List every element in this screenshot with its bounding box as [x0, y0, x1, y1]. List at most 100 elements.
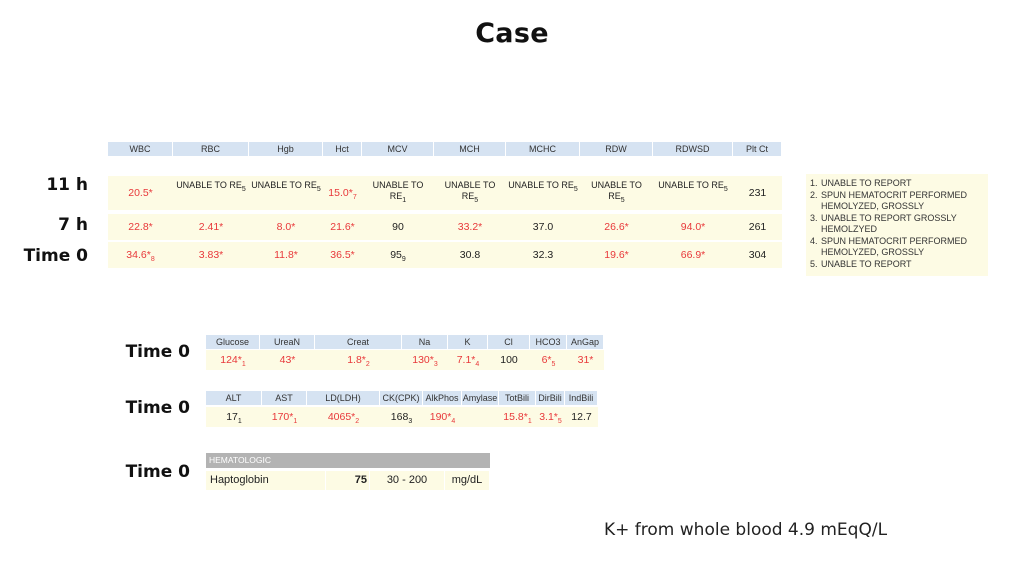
cell-footnote-ref: 4 [475, 361, 480, 368]
cell-value: 959 [390, 249, 406, 263]
cell-value: 94.0* [681, 221, 706, 233]
column-header: MCH [434, 142, 505, 156]
table-cell: 231 [733, 176, 782, 210]
cell-text: 3.83* [198, 249, 224, 261]
cell-value: UNABLE TO RE5 [251, 180, 321, 195]
footnote-text: UNABLE TO REPORT [821, 178, 912, 188]
footnote-item: 5. UNABLE TO REPORT [810, 259, 984, 271]
cell-value: 66.9* [681, 249, 706, 261]
footnote-item: 4. SPUN HEMATOCRIT PERFORMED HEMOLYZED, G… [810, 236, 984, 259]
cell-value: 190*4 [430, 411, 456, 425]
cell-text: 90 [392, 221, 404, 233]
cell-text: 20.5* [128, 187, 153, 199]
table-cell [462, 407, 499, 427]
cell-text: 6* [541, 354, 552, 366]
cell-text: UNABLE TO RE [176, 180, 242, 190]
cell-text: 15.0* [328, 187, 353, 199]
row-label: 11 h [46, 175, 88, 195]
cell-value: 8.0* [277, 221, 296, 233]
cell-text: 130* [412, 354, 434, 366]
row-label: Time 0 [125, 342, 190, 362]
cell-value: 3.1*5 [539, 411, 562, 425]
row-label: Time 0 [23, 246, 88, 266]
cell-text: 22.8* [128, 221, 153, 233]
cell-value: 21.6* [330, 221, 355, 233]
cell-text: 3.1* [539, 411, 558, 423]
table-cell: 32.3 [506, 242, 580, 268]
table-cell: 31* [567, 350, 604, 370]
cell-value: 1683 [391, 411, 412, 425]
column-header: K [448, 335, 487, 349]
table-cell: UNABLE TO RE1 [362, 176, 434, 210]
footnote-text: UNABLE TO REPORT GROSSLY HEMOLZYED [821, 212, 957, 235]
column-header: Glucose [206, 335, 259, 349]
table-cell: 21.6* [323, 214, 362, 240]
cell-value: 12.7 [571, 411, 591, 423]
table-cell: UNABLE TO RE5 [653, 176, 733, 210]
table-cell: 37.0 [506, 214, 580, 240]
column-header: LD(LDH) [307, 391, 379, 405]
cell-text: 43* [279, 354, 296, 366]
table-cell: 36.5* [323, 242, 362, 268]
cell-text: 15.8* [503, 411, 528, 423]
table-cell: UNABLE TO RE5 [506, 176, 580, 210]
column-header: AST [262, 391, 306, 405]
column-header: MCV [362, 142, 433, 156]
table-cell: 20.5* [108, 176, 173, 210]
column-header: AlkPhos [423, 391, 461, 405]
table-cell: 66.9* [653, 242, 733, 268]
table-cell: 19.6* [580, 242, 653, 268]
cell-value: 19.6* [604, 249, 629, 261]
table-cell: UNABLE TO RE5 [434, 176, 506, 210]
footnote-number: 5. [810, 258, 818, 269]
table-cell: 4065*2 [307, 407, 380, 427]
column-header: Cl [488, 335, 529, 349]
cell-footnote-ref: 5 [723, 186, 728, 193]
cell-footnote-ref: 5 [474, 197, 479, 204]
table-cell: UNABLE TO RE5 [173, 176, 249, 210]
footer-note: K+ from whole blood 4.9 mEqQ/L [604, 520, 888, 540]
cell-footnote-ref: 2 [365, 361, 370, 368]
table-cell: 124*1 [206, 350, 260, 370]
cell-text: 2.41* [198, 221, 224, 233]
cell-text: 12.7 [571, 411, 592, 423]
cell-text: 95 [390, 249, 402, 261]
cell-footnote-ref: 1 [237, 418, 242, 425]
footnote-text: UNABLE TO REPORT [821, 258, 912, 269]
cell-footnote-ref: 5 [557, 418, 562, 425]
cell-value: UNABLE TO RE5 [508, 180, 578, 195]
cell-text: 66.9* [680, 249, 706, 261]
cell-value: 171 [226, 411, 242, 425]
cell-footnote-ref: 5 [316, 186, 321, 193]
table-cell: 959 [362, 242, 434, 268]
cell-value: 100 [500, 354, 518, 366]
cell-footnote-ref: 5 [620, 197, 625, 204]
hematologic-section-header: HEMATOLOGIC [206, 453, 490, 468]
haptoglobin-value: 75 [326, 471, 370, 490]
footnote-number: 1. [810, 178, 818, 188]
column-header: Amylase [462, 391, 498, 405]
table-cell: 100 [488, 350, 530, 370]
cell-text: 30.8 [459, 249, 481, 261]
table-cell: 171 [206, 407, 262, 427]
cell-value: 11.8* [274, 249, 298, 261]
cell-value: 231 [749, 187, 767, 199]
footnote-number: 4. [810, 235, 818, 246]
cell-value: 33.2* [458, 221, 483, 233]
cell-value: 34.6*8 [126, 249, 154, 263]
column-header: DirBili [536, 391, 564, 405]
cell-text: 170* [271, 411, 294, 423]
table-cell: 15.0*7 [323, 176, 362, 210]
column-header: AnGap [567, 335, 603, 349]
column-header: IndBili [565, 391, 597, 405]
table-cell: 11.8* [249, 242, 323, 268]
cell-footnote-ref: 9 [401, 256, 406, 263]
column-header: TotBili [499, 391, 535, 405]
cell-value: 2.41* [199, 221, 224, 233]
cell-text: 26.6* [604, 221, 629, 233]
table-cell: 43* [260, 350, 315, 370]
cell-footnote-ref: 1 [241, 361, 246, 368]
table-cell: 1683 [380, 407, 423, 427]
cell-footnote-ref: 1 [293, 418, 298, 425]
table-cell: 26.6* [580, 214, 653, 240]
